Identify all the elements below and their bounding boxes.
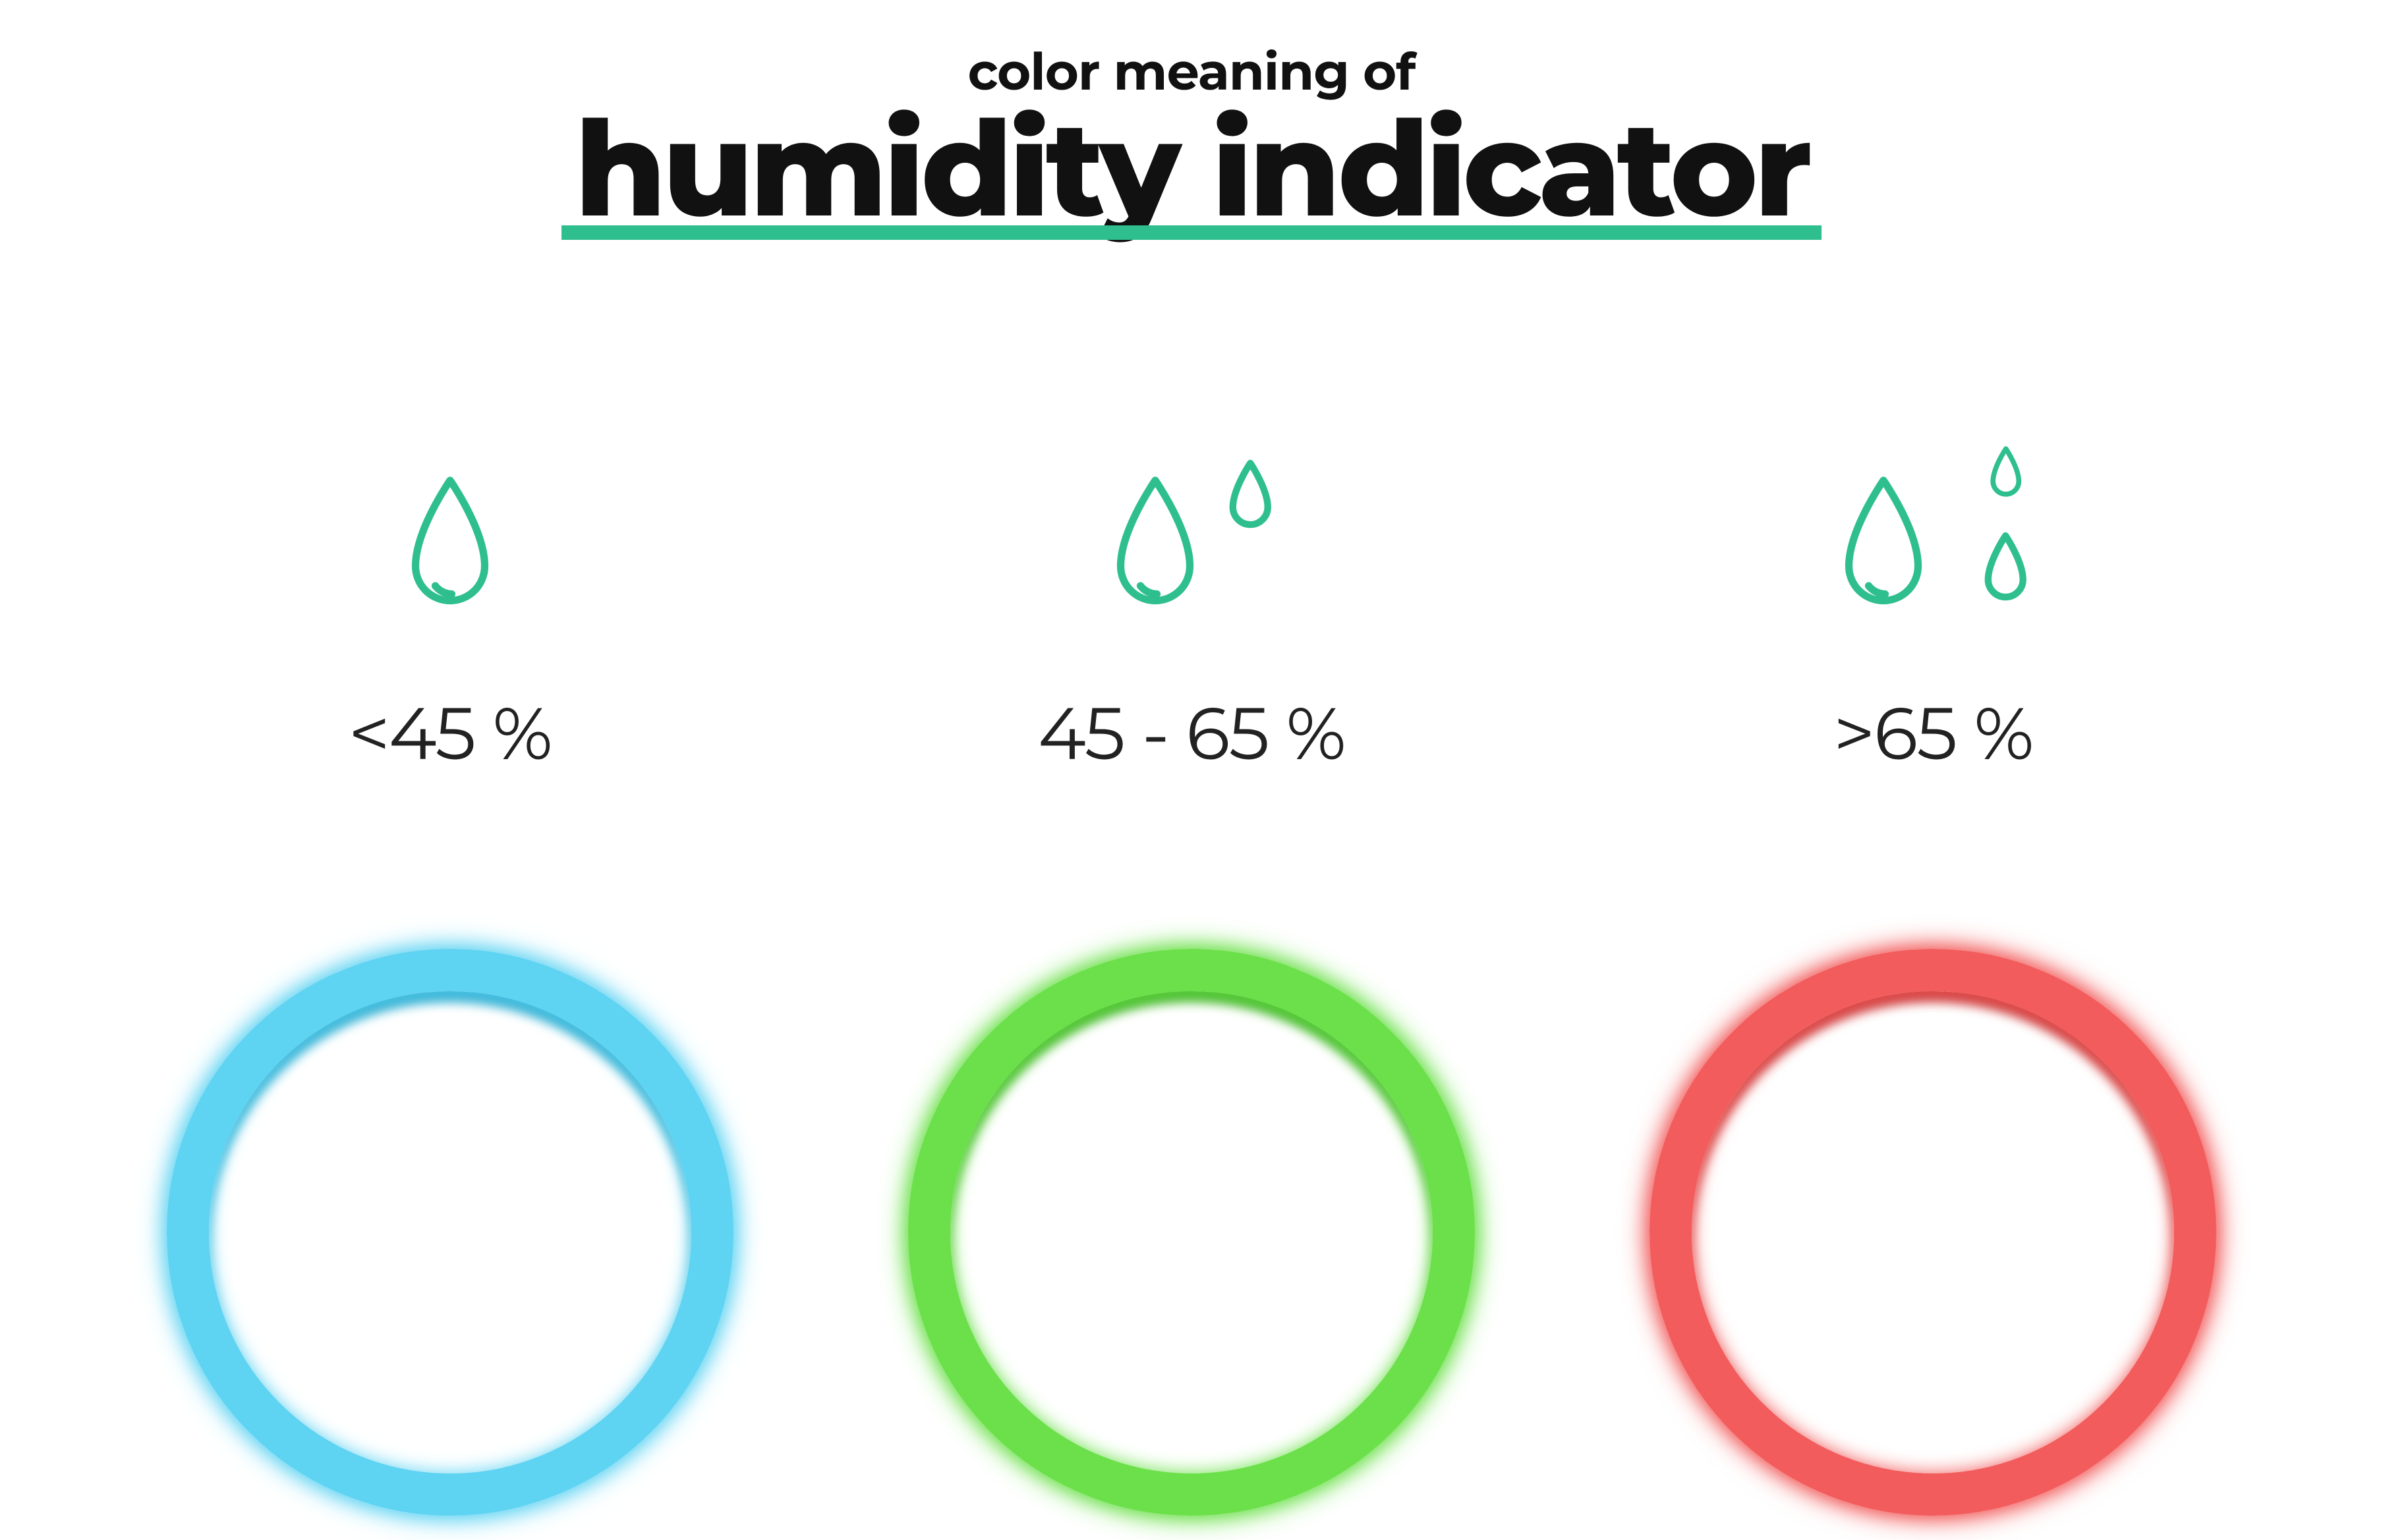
range-label-low: <45 % — [349, 689, 552, 778]
levels-row: <45 % 45 - 65 % >65 % — [0, 445, 2383, 1516]
ring-mid — [908, 949, 1475, 1516]
range-label-high: >65 % — [1833, 689, 2033, 778]
title-wrap: humidity indicator — [575, 103, 1808, 235]
title-underline — [561, 225, 1822, 240]
ring-low — [167, 949, 733, 1516]
level-mid: 45 - 65 % — [820, 445, 1562, 1516]
level-low: <45 % — [79, 445, 820, 1516]
drop-icon-mid — [1106, 445, 1277, 617]
drop-icon-low — [401, 445, 500, 617]
title: humidity indicator — [575, 103, 1808, 235]
level-high: >65 % — [1563, 445, 2304, 1516]
drop-icon-high — [1834, 445, 2032, 617]
range-label-mid: 45 - 65 % — [1038, 689, 1345, 778]
ring-high — [1650, 949, 2216, 1516]
header: color meaning of humidity indicator — [0, 0, 2383, 235]
